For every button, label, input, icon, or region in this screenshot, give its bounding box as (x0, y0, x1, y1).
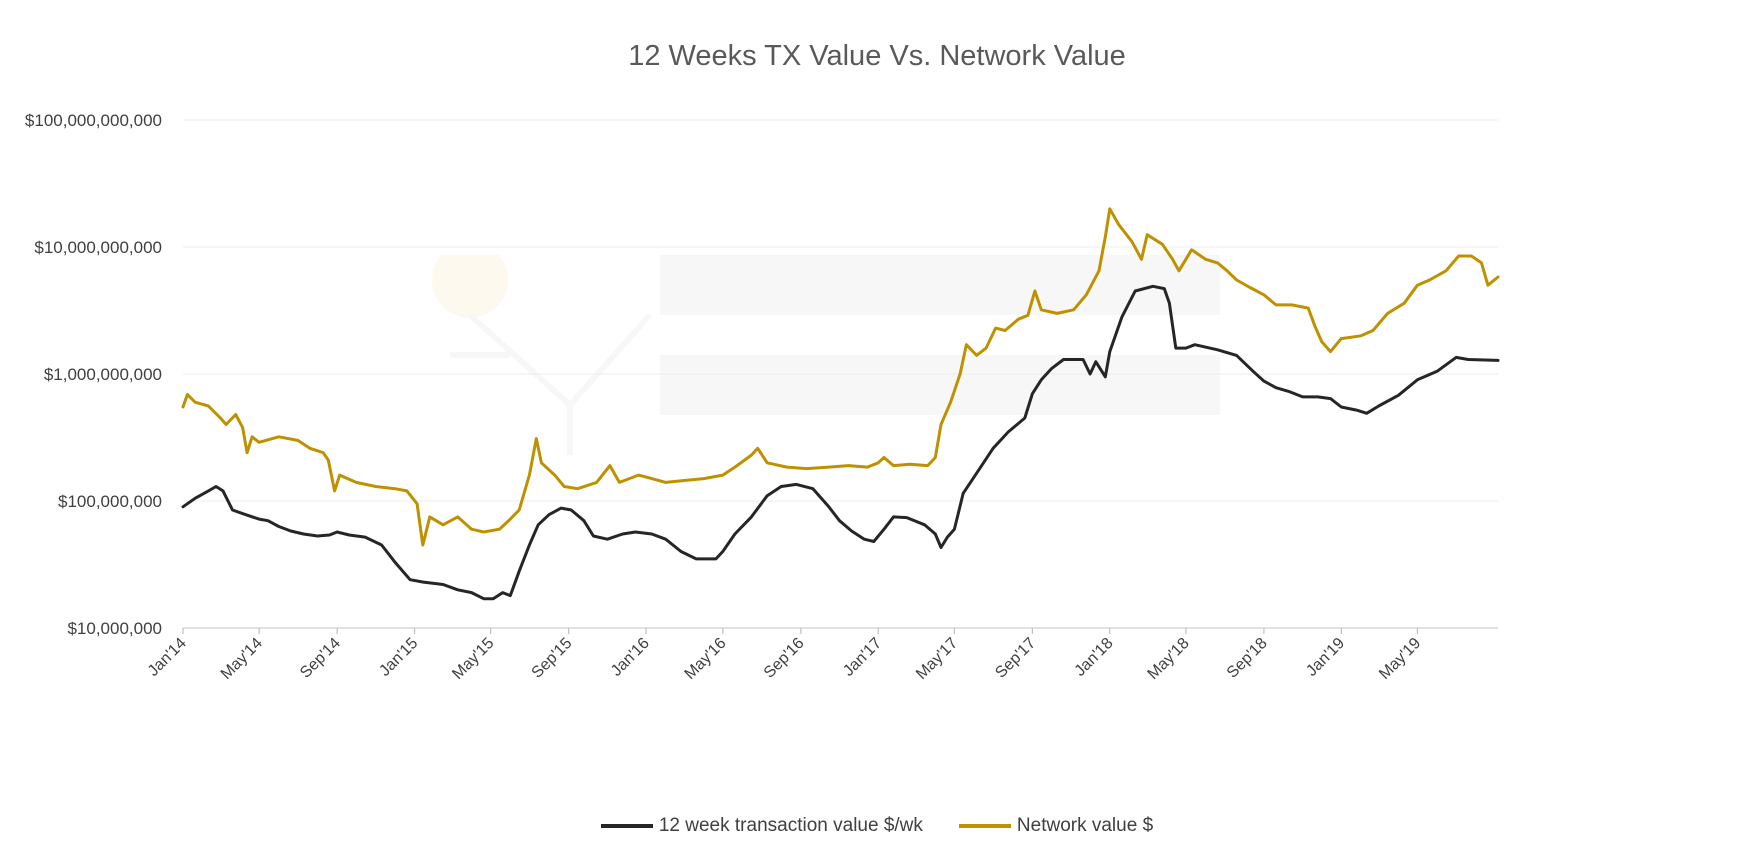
x-tick-label: Jan'18 (1072, 635, 1117, 680)
y-axis-labels: $10,000,000 $100,000,000 $1,000,000,000 $10… (25, 111, 162, 638)
x-tick-label: May'16 (682, 635, 730, 683)
y-tick-label: $100,000,000,000 (25, 111, 162, 130)
legend-label-tx-value: 12 week transaction value $/wk (658, 815, 923, 836)
x-tick-label: Sep'16 (761, 635, 808, 682)
series-line-tx-value (181, 284, 1500, 601)
x-tick-label: Jan'17 (840, 635, 885, 680)
legend-item-tx-value: 12 week transaction value $/wk (600, 815, 923, 837)
x-tick-label: May'18 (1145, 635, 1193, 683)
y-tick-label: $10,000,000,000 (34, 238, 162, 257)
y-tick-label: $1,000,000,000 (44, 365, 162, 384)
legend-item-network-value: Network value $ (958, 815, 1154, 837)
x-ticks (182, 628, 1419, 634)
x-tick-label: Sep'14 (297, 635, 344, 682)
line-chart: $10,000,000 $100,000,000 $1,000,000,000 $10… (25, 111, 1500, 683)
grid-lines (183, 119, 1498, 502)
x-tick-label: Jan'16 (608, 635, 653, 680)
legend-swatch-tx-value (600, 824, 653, 828)
x-axis-labels: Jan'14 May'14 Sep'14 Jan'15 May'15 Sep'15 Jan'… (145, 635, 1425, 683)
x-tick-label: Sep'17 (992, 635, 1039, 682)
x-tick-label: May'19 (1376, 635, 1424, 683)
x-tick-label: Jan'14 (145, 635, 190, 680)
x-tick-label: Jan'15 (376, 635, 421, 680)
watermark-logo (432, 255, 1220, 455)
legend-swatch-network-value (958, 824, 1011, 828)
x-tick-label: May'14 (218, 635, 266, 683)
series-line-network-value (181, 207, 1500, 547)
y-tick-label: $10,000,000 (67, 619, 162, 638)
x-tick-label: Sep'15 (529, 635, 576, 682)
x-tick-label: May'17 (913, 635, 961, 683)
x-tick-label: Jan'19 (1303, 635, 1348, 680)
y-tick-label: $100,000,000 (58, 492, 162, 511)
chart-title: 12 Weeks TX Value Vs. Network Value (628, 40, 1126, 72)
series-lines (181, 207, 1500, 601)
legend-label-network-value: Network value $ (1016, 815, 1154, 836)
x-tick-label: May'15 (449, 635, 497, 683)
x-tick-label: Sep'18 (1224, 635, 1271, 682)
legend: 12 week transaction value $/wk Network v… (0, 815, 1754, 837)
